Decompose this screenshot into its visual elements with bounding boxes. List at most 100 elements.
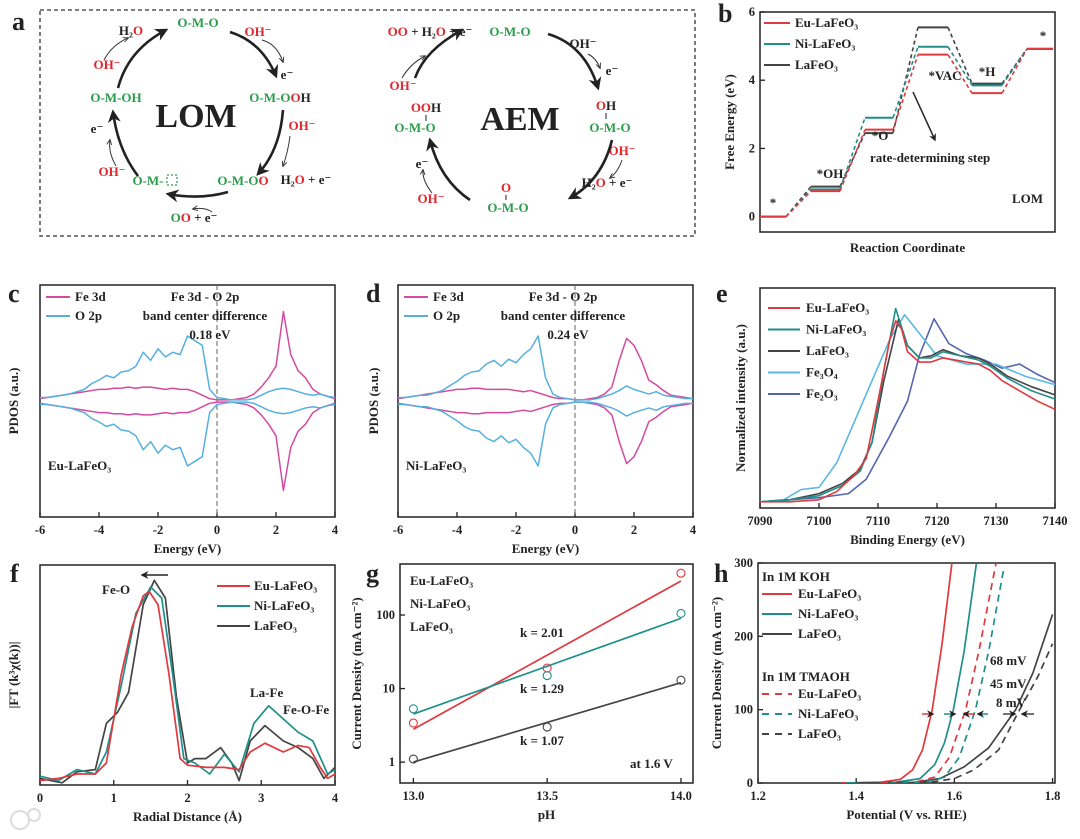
- legend-label: Eu-LaFeO₃: [798, 586, 861, 601]
- x-tick-label: 0: [37, 791, 43, 805]
- exafs-curve: [39, 586, 336, 782]
- energy-connector: [947, 27, 973, 84]
- y-tick-label: 100: [734, 703, 753, 717]
- legend-label: O 2p: [75, 308, 102, 323]
- legend-label: Fe₃O₄: [806, 365, 838, 380]
- y-tick-label: 1: [389, 755, 395, 769]
- legend-label: Ni-LaFeO₃: [798, 706, 858, 721]
- label-segment: O-M-O: [217, 173, 258, 188]
- y-tick-label: 300: [734, 556, 753, 570]
- overpotential-shift-label: 68 mV: [990, 653, 1027, 668]
- label-segment: O: [133, 23, 143, 38]
- x-tick-label: -6: [393, 523, 403, 537]
- data-point: [542, 722, 552, 732]
- state-label: *H: [979, 64, 996, 79]
- energy-connector: [892, 46, 919, 119]
- slope-label: k = 1.29: [520, 681, 564, 696]
- legend-label: LaFeO₃: [798, 626, 841, 641]
- xanes-curve: [759, 318, 1056, 503]
- x-axis-title: Energy (eV): [512, 541, 580, 556]
- chart-b-free-energy: 0 2 4 6 Reaction Coordinate Free Energy (eV) *…: [722, 5, 1056, 255]
- label-segment: H₂: [119, 23, 133, 38]
- y-axis-title: Current Density (mA cm⁻²): [709, 597, 724, 749]
- plot-frame: [759, 287, 1056, 509]
- label-segment: e⁻: [281, 67, 294, 82]
- lom-species-label: OH⁻: [93, 57, 120, 72]
- energy-connector: [947, 46, 973, 86]
- band-center-difference-value: 0.18 eV: [189, 327, 231, 342]
- x-tick-label: 2: [184, 791, 190, 805]
- reagent-arrow-icon: [193, 208, 213, 213]
- plot-frame: [759, 11, 1056, 233]
- pdos-curve-up: [397, 337, 694, 401]
- x-tick-label: 2: [273, 523, 279, 537]
- label-segment: OH⁻: [244, 24, 271, 39]
- label-segment: O: [295, 172, 305, 187]
- lsv-curves: [841, 563, 1054, 783]
- label-segment: O-M-: [132, 173, 163, 188]
- x-tick-label: -4: [452, 523, 463, 537]
- exafs-curve: [39, 590, 336, 782]
- label-segment: H: [431, 100, 441, 115]
- lsv-curve-tmaoh: [895, 643, 1054, 783]
- legend-label: Fe 3d: [75, 289, 106, 304]
- x-tick-label: 1: [111, 791, 117, 805]
- annotation-subtitle: band center difference: [143, 308, 268, 323]
- aem-species-label: O: [501, 180, 511, 195]
- overpotential-shift-label: 8 mV: [996, 695, 1027, 710]
- data-point: [542, 671, 552, 681]
- sample-label: Eu-LaFeO₃: [48, 458, 111, 473]
- dashed-box: [39, 9, 696, 237]
- cycle-arrow-icon: [229, 30, 279, 79]
- lom-title: LOM: [155, 98, 236, 135]
- state-label: *VAC: [929, 68, 962, 83]
- watermark-logo-icon: [27, 808, 41, 822]
- label-segment: O: [171, 210, 181, 225]
- electrolyte-group-label: In 1M KOH: [762, 569, 830, 584]
- label-segment: OH⁻: [93, 57, 120, 72]
- legend-label: Ni-LaFeO₃: [410, 596, 470, 611]
- aem-species-label: OH: [596, 98, 616, 113]
- pdos-curve-down: [397, 401, 694, 465]
- data-point: [676, 568, 686, 578]
- legend-label: LaFeO₃: [806, 343, 849, 358]
- lom-species-label: O-M-OOH: [249, 90, 310, 105]
- aem-species-label: OOH: [411, 100, 441, 115]
- cycle-arrow-icon: [567, 139, 614, 200]
- legend-label: Ni-LaFeO₃: [806, 322, 866, 337]
- x-tick-label: 0: [214, 523, 220, 537]
- label-segment: H₂: [281, 172, 295, 187]
- label-segment: e⁻: [416, 156, 429, 171]
- aem-species-label: O-M-O: [394, 120, 435, 135]
- y-tick-label: 10: [383, 682, 396, 696]
- chart-f-exafs: 0 1 2 3 4 Radial Distance (Å) |FT (k³χ(k))| Eu-…: [6, 564, 339, 830]
- lom-species-label: H₂O: [119, 23, 143, 38]
- y-axis-title: Free Energy (eV): [722, 74, 737, 170]
- legend-label: LaFeO₃: [254, 618, 297, 633]
- legend-label: LaFeO₃: [795, 57, 838, 72]
- x-tick-label: 13.0: [402, 789, 424, 803]
- x-tick-label: 4: [332, 523, 339, 537]
- x-tick-label: 2: [631, 523, 637, 537]
- aem-species-label: O-M-O: [487, 200, 528, 215]
- condition-label: at 1.6 V: [630, 756, 673, 771]
- cycle-arrow-icon: [116, 28, 169, 89]
- data-point: [408, 704, 418, 714]
- chart-d-pdos: -6 -4 -2 0 2 4 Energy (eV) PDOS (a.u.) Fe 3d O 2p…: [366, 284, 697, 556]
- chart-c-pdos: -6 -4 -2 0 2 4 Energy (eV) PDOS (a.u.) Fe 3d O 2p…: [6, 284, 339, 556]
- energy-connector: [892, 54, 919, 130]
- energy-connector: [1001, 48, 1028, 94]
- label-segment: OH⁻: [608, 143, 635, 158]
- legend-label: Fe 3d: [433, 289, 464, 304]
- cycle-arrow-icon: [165, 189, 229, 203]
- lom-species-label: e⁻: [281, 67, 294, 82]
- data-point: [676, 608, 686, 619]
- panel-label-b: b: [718, 0, 732, 28]
- x-axis-title: pH: [538, 807, 555, 822]
- aem-species-label: O-M-O: [489, 24, 530, 39]
- label-segment: OH⁻: [417, 191, 444, 206]
- xanes-curve: [759, 307, 1056, 503]
- pdos-curve-down: [39, 401, 336, 492]
- panel-label-f: f: [10, 559, 19, 588]
